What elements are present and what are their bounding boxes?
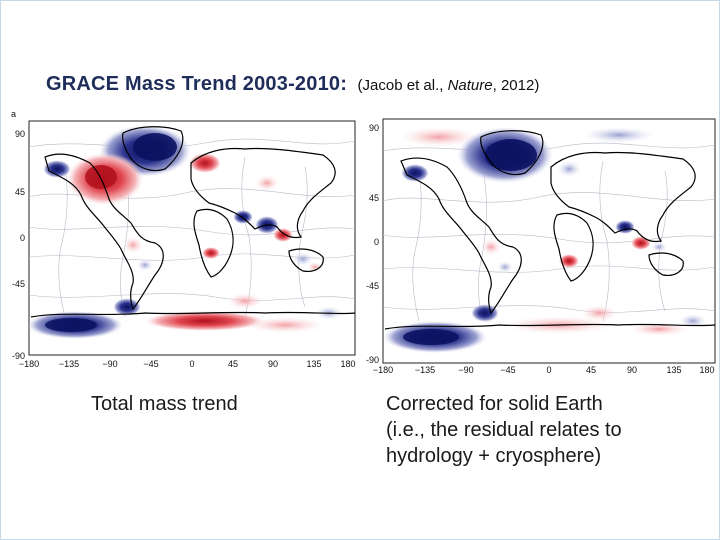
- citation-journal: Nature: [447, 77, 493, 94]
- lon-tick: −135: [59, 359, 79, 369]
- caption-corrected: Corrected for solid Earth (i.e., the res…: [386, 391, 706, 469]
- lon-tick-labels: −180 −135 −90 −45 0 45 90 135 180: [373, 365, 715, 375]
- lon-tick: 45: [586, 365, 596, 375]
- caption-line: hydrology + cryosphere): [386, 445, 602, 467]
- lon-tick: 45: [228, 359, 238, 369]
- lon-tick: 0: [546, 365, 551, 375]
- lat-tick: 0: [374, 237, 379, 247]
- title-citation: (Jacob et al., Nature, 2012): [358, 77, 540, 94]
- anomaly-field: [383, 127, 715, 353]
- slide-title: GRACE Mass Trend 2003-2010: (Jacob et al…: [46, 73, 539, 96]
- lon-tick: −45: [500, 365, 515, 375]
- lon-tick: 180: [340, 359, 355, 369]
- caption-total-mass-trend: Total mass trend: [91, 391, 238, 417]
- lat-tick: -90: [12, 351, 25, 361]
- lon-tick: −90: [458, 365, 473, 375]
- lat-tick: -45: [12, 279, 25, 289]
- lon-tick: 90: [268, 359, 278, 369]
- lat-tick: 90: [369, 123, 379, 133]
- lon-tick: −180: [373, 365, 393, 375]
- lon-tick: −90: [102, 359, 117, 369]
- citation-suffix: , 2012): [492, 77, 540, 94]
- lon-tick: 180: [699, 365, 714, 375]
- lat-tick: -90: [366, 355, 379, 365]
- lon-tick: −45: [143, 359, 158, 369]
- lon-tick: −180: [19, 359, 39, 369]
- lon-tick-labels: −180 −135 −90 −45 0 45 90 135 180: [19, 359, 356, 369]
- lat-tick: 90: [15, 129, 25, 139]
- lat-tick: 45: [15, 187, 25, 197]
- lat-tick-labels: 90 45 0 -45 -90: [366, 123, 379, 365]
- map-corrected-solid-earth: 90 45 0 -45 -90 −180 −135 −90 −45 0 45 9…: [366, 118, 716, 375]
- lat-tick: 45: [369, 193, 379, 203]
- lat-tick: 0: [20, 233, 25, 243]
- lon-tick: −135: [415, 365, 435, 375]
- lat-tick-labels: 90 45 0 -45 -90: [12, 129, 25, 361]
- lon-tick: 0: [189, 359, 194, 369]
- lon-tick: 90: [627, 365, 637, 375]
- map-total-mass-trend: a: [11, 109, 356, 369]
- caption-text: Total mass trend: [91, 393, 238, 415]
- lat-tick: -45: [366, 281, 379, 291]
- anomaly-field: [29, 125, 355, 339]
- map-panel-total: a: [5, 107, 357, 371]
- caption-line: (i.e., the residual relates to: [386, 419, 622, 441]
- caption-line: Corrected for solid Earth: [386, 393, 603, 415]
- panel-letter: a: [11, 109, 16, 119]
- map-panel-corrected: 90 45 0 -45 -90 −180 −135 −90 −45 0 45 9…: [359, 115, 719, 377]
- coastlines: [30, 126, 355, 318]
- coastlines: [384, 130, 715, 330]
- lon-tick: 135: [666, 365, 681, 375]
- title-main: GRACE Mass Trend 2003-2010:: [46, 73, 348, 95]
- citation-prefix: (Jacob et al.,: [357, 77, 448, 94]
- lon-tick: 135: [306, 359, 321, 369]
